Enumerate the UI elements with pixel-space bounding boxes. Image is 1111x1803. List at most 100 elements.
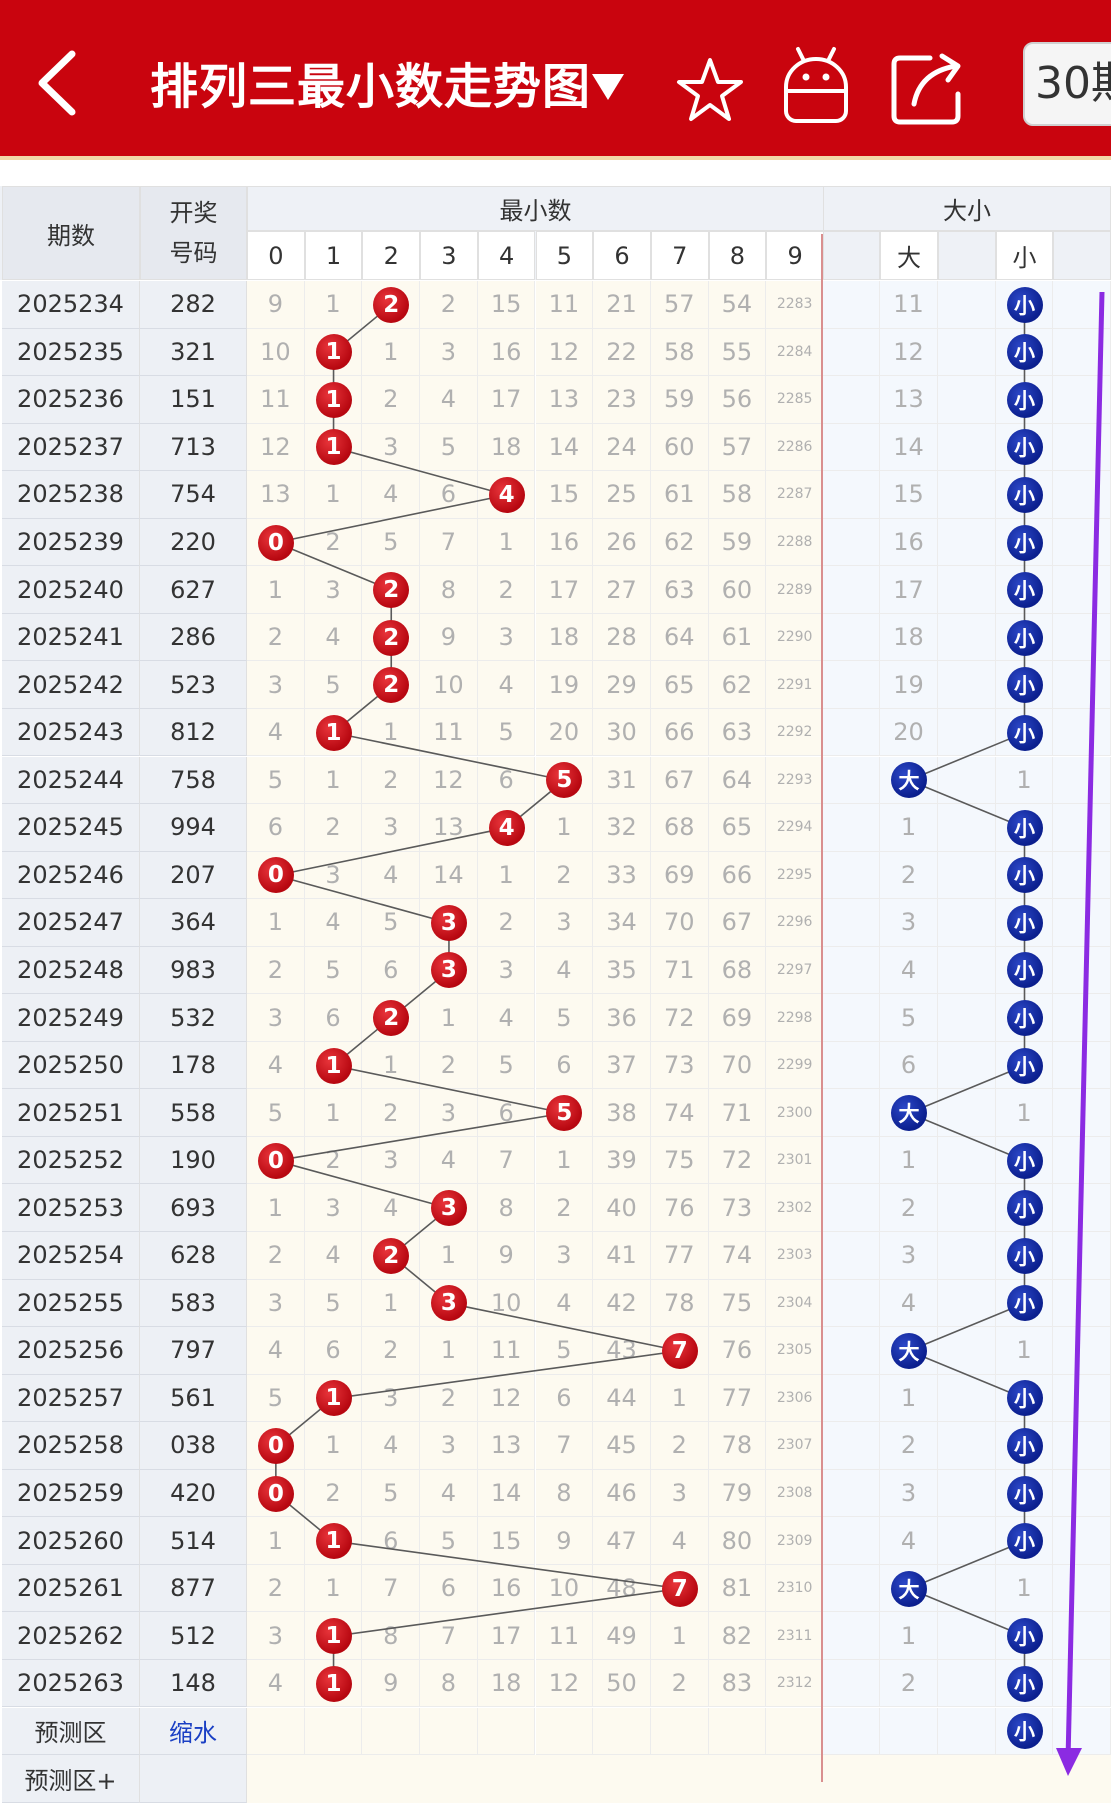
miss-count-cell: 13 (247, 471, 305, 519)
miss-count-cell: 3 (304, 566, 363, 614)
big-miss-cell: 2 (880, 851, 938, 900)
star-icon[interactable] (675, 55, 745, 125)
big-miss-cell: 4 (880, 1517, 938, 1565)
miss-count-cell: 10 (477, 1279, 536, 1328)
predict-size-cell[interactable] (823, 1707, 880, 1756)
size-cell (823, 518, 880, 567)
period-cell: 2025250 (2, 1041, 140, 1090)
miss-count-cell: 71 (708, 1089, 767, 1137)
miss-count-cell: 5 (362, 1469, 421, 1518)
miss-count-cell: 55 (708, 328, 767, 377)
miss-count-cell: 27 (593, 566, 651, 614)
size-cell (1053, 1136, 1111, 1185)
miss-count-cell: 25 (593, 471, 651, 519)
miss-count-cell: 6 (247, 804, 305, 852)
miss-count-cell: 65 (708, 804, 767, 852)
miss-count-cell: 58 (708, 471, 767, 519)
miss-count-cell: 3 (535, 899, 594, 947)
period-cell: 2025238 (2, 471, 140, 519)
digit-column-header: 4 (477, 231, 536, 280)
predict-shrink-link[interactable]: 缩水 (140, 1707, 247, 1756)
draw-code-cell: 758 (140, 756, 247, 805)
period-cell: 2025247 (2, 899, 140, 947)
size-cell (823, 994, 880, 1042)
predict-digit-cell[interactable] (650, 1707, 709, 1756)
miss-count-cell: 79 (708, 1469, 767, 1518)
predict-size-cell[interactable] (938, 1707, 996, 1756)
min-digit-cell (247, 1469, 305, 1518)
miss-count-cell: 2 (304, 1136, 363, 1185)
size-small-header: 小 (996, 231, 1053, 280)
size-cell (1053, 1612, 1111, 1660)
miss-count-cell: 46 (593, 1469, 651, 1518)
size-cell (938, 1232, 996, 1280)
miss-count-cell: 16 (477, 328, 536, 377)
miss-count-cell: 3 (477, 946, 536, 995)
digit-column-header: 1 (304, 231, 363, 280)
miss-count-cell: 35 (593, 946, 651, 995)
predict-digit-cell[interactable] (535, 1707, 594, 1756)
min-digit-cell (362, 994, 421, 1042)
digit-column-header: 6 (593, 231, 651, 280)
miss-count-cell: 41 (593, 1232, 651, 1280)
predict-digit-cell[interactable] (477, 1707, 536, 1756)
miss-count-cell: 22 (593, 328, 651, 377)
miss-count-cell: 2300 (766, 1089, 824, 1137)
size-cell (1053, 1659, 1111, 1708)
big-miss-cell: 3 (880, 1232, 938, 1280)
miss-count-cell: 1 (247, 899, 305, 947)
size-cell (823, 708, 880, 757)
miss-count-cell: 2 (420, 1041, 478, 1090)
predict-size-cell[interactable] (880, 1707, 938, 1756)
predict-digit-cell[interactable] (362, 1707, 421, 1756)
miss-count-cell: 2284 (766, 328, 824, 377)
miss-count-cell: 4 (420, 1469, 478, 1518)
dropdown-triangle-icon[interactable] (590, 68, 626, 104)
period-cell: 2025235 (2, 328, 140, 377)
miss-count-cell: 4 (362, 851, 421, 900)
predict-size-cell[interactable] (1053, 1707, 1111, 1756)
miss-count-cell: 56 (708, 376, 767, 424)
miss-count-cell: 13 (477, 1422, 536, 1470)
miss-count-cell: 6 (420, 471, 478, 519)
draw-code-cell: 148 (140, 1659, 247, 1708)
predict-digit-cell[interactable] (766, 1707, 824, 1756)
miss-count-cell: 2289 (766, 566, 824, 614)
predict-digit-cell[interactable] (420, 1707, 478, 1756)
miss-count-cell: 29 (593, 661, 651, 709)
size-cell (823, 281, 880, 329)
size-cell (1053, 1327, 1111, 1375)
miss-count-cell: 9 (420, 613, 478, 662)
page-title[interactable]: 排列三最小数走势图 (150, 59, 592, 115)
size-cell (938, 756, 996, 805)
robot-icon[interactable] (780, 45, 852, 125)
min-digit-cell (247, 1136, 305, 1185)
predict-digit-cell[interactable] (304, 1707, 363, 1756)
period-cell: 2025243 (2, 708, 140, 757)
size-cell (1053, 471, 1111, 519)
miss-count-cell: 18 (535, 613, 594, 662)
period-column-header: 期数 (2, 186, 140, 280)
size-cell (823, 946, 880, 995)
miss-count-cell: 44 (593, 1374, 651, 1423)
period-count-select[interactable]: 30期 (1023, 42, 1111, 126)
miss-count-cell: 11 (535, 281, 594, 329)
size-cell (823, 1374, 880, 1423)
miss-count-cell: 3 (247, 994, 305, 1042)
share-icon[interactable] (890, 50, 970, 126)
miss-count-cell: 2 (650, 1422, 709, 1470)
miss-count-cell: 2306 (766, 1374, 824, 1423)
predict-size-cell[interactable] (996, 1707, 1053, 1756)
predict-digit-cell[interactable] (593, 1707, 651, 1756)
predict-digit-cell[interactable] (708, 1707, 767, 1756)
size-cell (823, 1469, 880, 1518)
min-digit-cell (304, 328, 363, 377)
miss-count-cell: 4 (362, 471, 421, 519)
size-cell (938, 1659, 996, 1708)
min-digit-cell (477, 804, 536, 852)
miss-count-cell: 34 (593, 899, 651, 947)
draw-code-cell: 583 (140, 1279, 247, 1328)
draw-code-cell: 812 (140, 708, 247, 757)
back-icon[interactable] (30, 48, 90, 118)
predict-digit-cell[interactable] (247, 1707, 305, 1756)
